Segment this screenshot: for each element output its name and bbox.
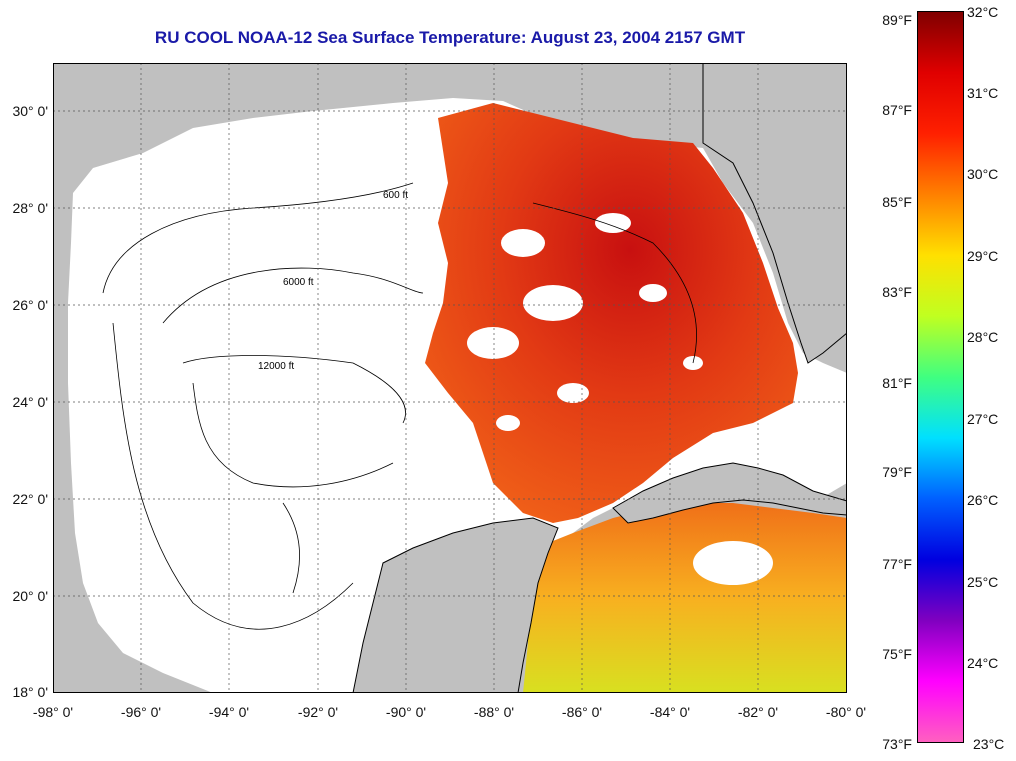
contour-label: 6000 ft [283, 277, 314, 288]
lon-label: -90° 0' [385, 704, 427, 720]
lat-label: 22° 0' [12, 491, 48, 507]
contour-label: 12000 ft [258, 361, 294, 372]
florida-land [702, 63, 847, 364]
celsius-tick-label: 24°C [967, 655, 999, 671]
fahrenheit-tick-label: 89°F [882, 12, 912, 28]
celsius-tick-label: 30°C [967, 166, 999, 182]
lat-label: 28° 0' [12, 200, 48, 216]
sst-map: 600 ft 6000 ft 12000 ft [53, 63, 847, 693]
celsius-tick-label: 26°C [967, 492, 999, 508]
lat-label: 24° 0' [12, 394, 48, 410]
fahrenheit-tick-label: 83°F [882, 284, 912, 300]
fahrenheit-tick-label: 85°F [882, 194, 912, 210]
fahrenheit-tick-label: 77°F [882, 556, 912, 572]
lon-label: -94° 0' [208, 704, 250, 720]
celsius-tick-label: 32°C [967, 4, 999, 20]
fahrenheit-tick-label: 79°F [882, 464, 912, 480]
graticule [53, 63, 847, 693]
temperature-colorbar [917, 11, 964, 743]
cuba-land [612, 462, 847, 524]
yucatan-land [352, 517, 559, 693]
figure-title: RU COOL NOAA-12 Sea Surface Temperature:… [154, 28, 746, 47]
lon-label: -84° 0' [649, 704, 691, 720]
caribbean-water [523, 503, 847, 693]
lon-label: -80° 0' [825, 704, 867, 720]
celsius-tick-label: 28°C [967, 329, 999, 345]
lat-label: 30° 0' [12, 103, 48, 119]
map-frame [53, 63, 847, 693]
fahrenheit-tick-label: 73°F [882, 736, 912, 752]
cloud-patches [467, 213, 773, 585]
lon-label: -88° 0' [473, 704, 515, 720]
celsius-tick-label: 27°C [967, 411, 999, 427]
contour-label: 600 ft [383, 190, 408, 201]
celsius-tick-label: 25°C [967, 574, 999, 590]
fahrenheit-tick-label: 75°F [882, 646, 912, 662]
lat-label: 20° 0' [12, 588, 48, 604]
lon-label: -92° 0' [297, 704, 339, 720]
lat-label: 26° 0' [12, 297, 48, 313]
celsius-tick-label: 31°C [967, 85, 999, 101]
fahrenheit-tick-label: 81°F [882, 375, 912, 391]
fahrenheit-tick-label: 87°F [882, 102, 912, 118]
lon-label: -86° 0' [561, 704, 603, 720]
celsius-tick-label: 23°C [973, 736, 1005, 752]
lon-label: -96° 0' [120, 704, 162, 720]
lon-label: -98° 0' [32, 704, 74, 720]
lat-label: 18° 0' [12, 684, 48, 700]
lon-label: -82° 0' [737, 704, 779, 720]
celsius-tick-label: 29°C [967, 248, 999, 264]
